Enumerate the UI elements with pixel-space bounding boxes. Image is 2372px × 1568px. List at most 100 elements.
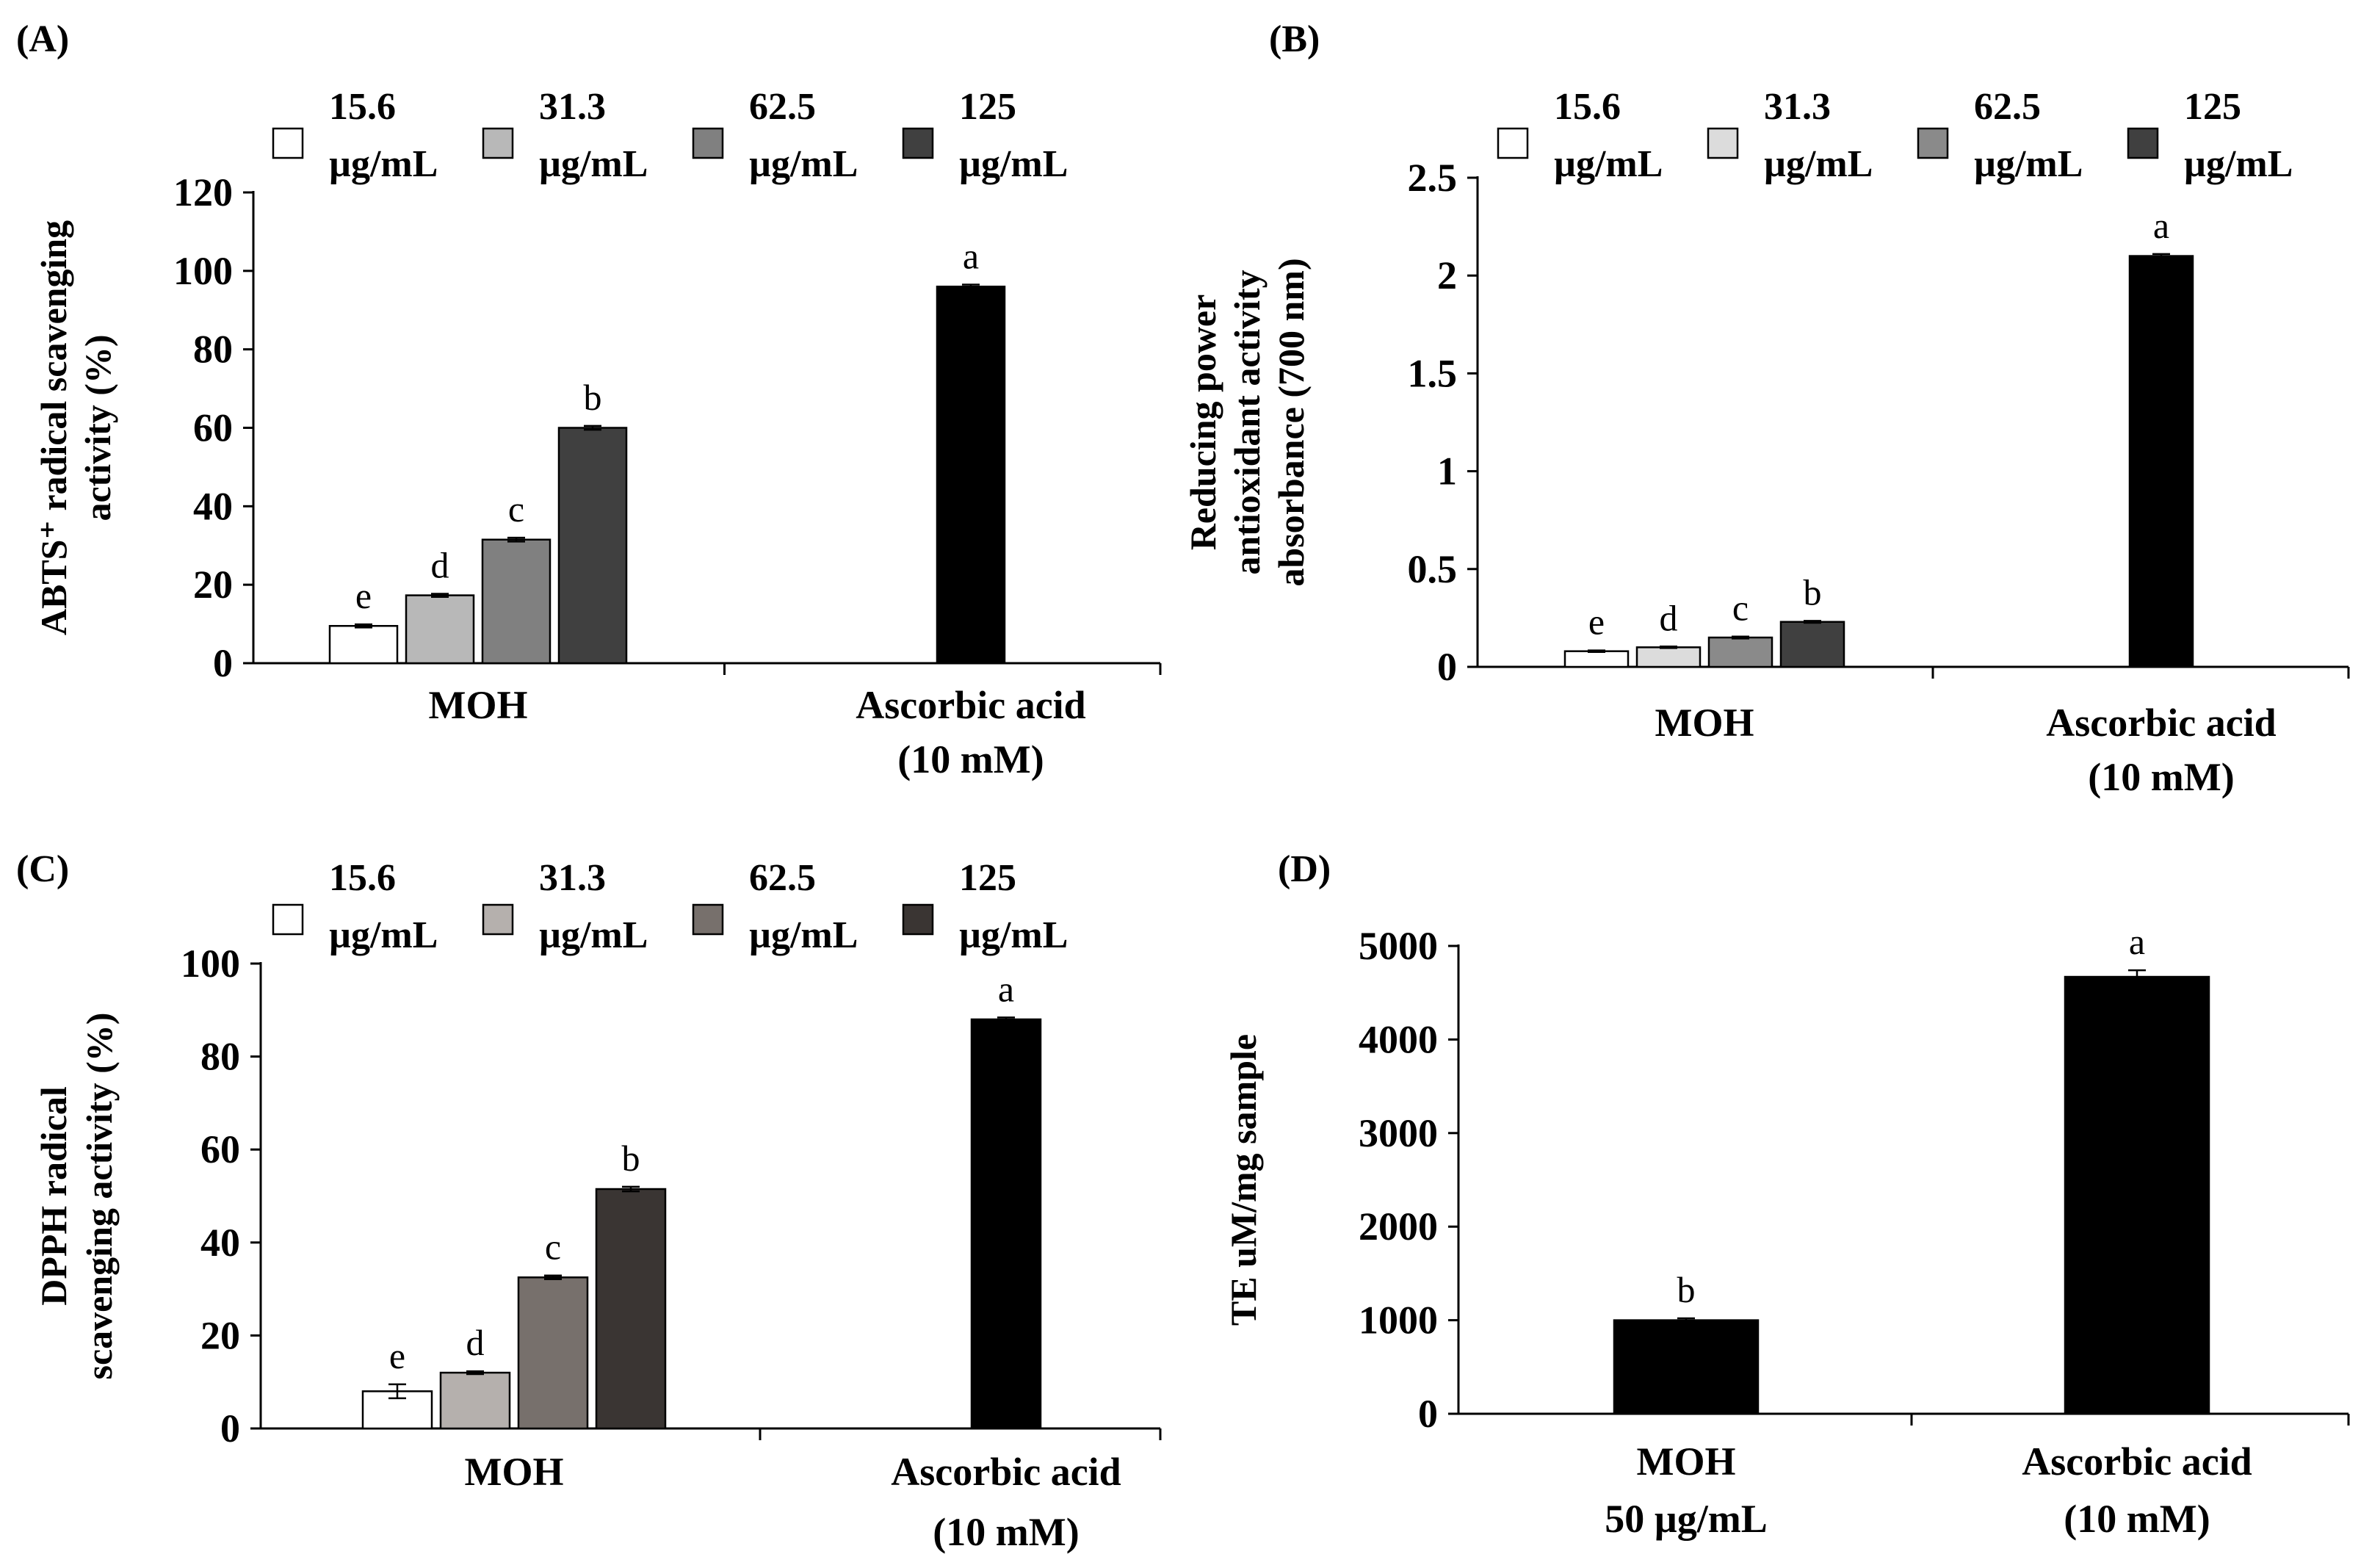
legend-label: µg/mL	[539, 914, 648, 956]
legend-label: 62.5	[749, 857, 816, 899]
y-tick-label: 0.5	[1408, 547, 1458, 591]
significance-letter: a	[963, 236, 979, 277]
legend-label: µg/mL	[749, 914, 858, 956]
bar	[1707, 636, 1773, 668]
bar	[1779, 621, 1845, 668]
significance-letter: a	[2129, 921, 2145, 962]
y-axis-title: absorbance (700 nm)	[1270, 258, 1312, 586]
significance-letter: b	[622, 1138, 640, 1179]
y-tick-label: 20	[200, 1313, 240, 1357]
legend-swatch	[2127, 127, 2159, 159]
significance-letter: b	[1804, 571, 1822, 613]
legend-label: 15.6	[329, 86, 396, 128]
y-tick-label: 0	[220, 1406, 240, 1450]
legend-swatch	[902, 903, 934, 936]
panel-label: (D)	[1278, 848, 1331, 890]
panel-label: (C)	[16, 848, 69, 890]
panel-label: (B)	[1269, 18, 1320, 60]
y-tick-label: 5000	[1359, 924, 1438, 968]
legend-label: 125	[959, 857, 1016, 899]
legend-swatch	[272, 127, 304, 159]
legend-swatch	[1707, 127, 1739, 159]
legend-swatch	[1917, 127, 1949, 159]
legend-swatch	[692, 903, 724, 936]
y-tick-label: 120	[173, 170, 233, 214]
x-category-label: MOH	[429, 683, 528, 727]
bar	[936, 285, 1006, 665]
y-tick-label: 40	[193, 484, 233, 528]
legend-label: µg/mL	[1764, 143, 1873, 185]
legend-label: 15.6	[1554, 86, 1621, 128]
bar	[1635, 646, 1702, 668]
bar	[2064, 975, 2210, 1415]
significance-letter: d	[1660, 597, 1678, 638]
bar	[1613, 1319, 1760, 1415]
y-tick-label: 1	[1437, 449, 1457, 494]
significance-letter: c	[508, 488, 524, 530]
bar	[439, 1371, 511, 1430]
x-category-label: Ascorbic acid	[891, 1450, 1121, 1494]
legend-label: 31.3	[1764, 86, 1831, 128]
legend-swatch	[902, 127, 934, 159]
y-tick-label: 60	[193, 406, 233, 450]
legend-label: 62.5	[1974, 86, 2041, 128]
x-category-label: (10 mM)	[897, 737, 1044, 781]
significance-letter: b	[584, 377, 602, 418]
x-category-label: Ascorbic acid	[2046, 701, 2276, 745]
bar	[405, 594, 475, 665]
y-tick-label: 2.5	[1408, 156, 1458, 200]
legend-label: µg/mL	[329, 914, 438, 956]
x-category-label: (10 mM)	[2088, 755, 2234, 799]
legend-label: µg/mL	[539, 143, 648, 185]
significance-letter: d	[466, 1322, 485, 1363]
legend-label: µg/mL	[749, 143, 858, 185]
x-category-label: MOH	[465, 1450, 564, 1494]
significance-letter: b	[1677, 1269, 1696, 1310]
y-axis-title: TE uM/mg sample	[1223, 1034, 1264, 1326]
legend-swatch	[1497, 127, 1529, 159]
y-tick-label: 0	[1437, 645, 1457, 689]
bar	[970, 1018, 1042, 1430]
legend-label: 31.3	[539, 857, 606, 899]
legend-label: µg/mL	[329, 143, 438, 185]
x-category-label: 50 µg/mL	[1605, 1497, 1768, 1541]
legend-label: 15.6	[329, 857, 396, 899]
y-axis-title: activity (%)	[77, 334, 118, 521]
legend-swatch	[692, 127, 724, 159]
y-tick-label: 60	[200, 1127, 240, 1171]
chart-panel-c: (C) 0 20 40 60 80 100 DPPH radical scavenging ac…	[16, 848, 1162, 1554]
significance-letter: d	[431, 544, 449, 585]
significance-letter: e	[355, 575, 372, 616]
chart-panel-a: (A) 0 20 40 60 80 100 120 ABTS⁺ radical scavengi…	[16, 18, 1162, 781]
y-tick-label: 0	[213, 641, 233, 685]
panel-label: (A)	[16, 18, 69, 60]
y-axis-title: ABTS⁺ radical scavenging	[33, 220, 74, 635]
legend-swatch	[482, 127, 514, 159]
y-tick-label: 20	[193, 563, 233, 607]
x-category-label: (10 mM)	[2064, 1497, 2210, 1541]
significance-letter: e	[1588, 601, 1605, 643]
y-tick-label: 80	[200, 1035, 240, 1079]
x-category-label: MOH	[1637, 1439, 1736, 1484]
y-tick-label: 1000	[1359, 1298, 1438, 1343]
legend-label: 125	[2184, 86, 2241, 128]
legend-label: 62.5	[749, 86, 816, 128]
y-tick-label: 4000	[1359, 1017, 1438, 1061]
y-axis-title: antioxidant activity	[1226, 270, 1268, 574]
significance-letter: a	[2153, 205, 2169, 246]
legend-label: µg/mL	[1554, 143, 1663, 185]
y-tick-label: 3000	[1359, 1111, 1438, 1155]
x-category-label: (10 mM)	[933, 1510, 1079, 1554]
bar	[328, 625, 399, 665]
legend-label: µg/mL	[2184, 143, 2293, 185]
y-tick-label: 100	[181, 942, 240, 986]
x-category-label: Ascorbic acid	[2022, 1439, 2252, 1484]
significance-letter: a	[998, 968, 1014, 1009]
bar	[517, 1276, 589, 1430]
legend-label: µg/mL	[959, 914, 1068, 956]
y-tick-label: 100	[173, 249, 233, 293]
legend-label: 31.3	[539, 86, 606, 128]
y-axis-title: Reducing power	[1182, 295, 1223, 551]
y-tick-label: 2000	[1359, 1204, 1438, 1249]
